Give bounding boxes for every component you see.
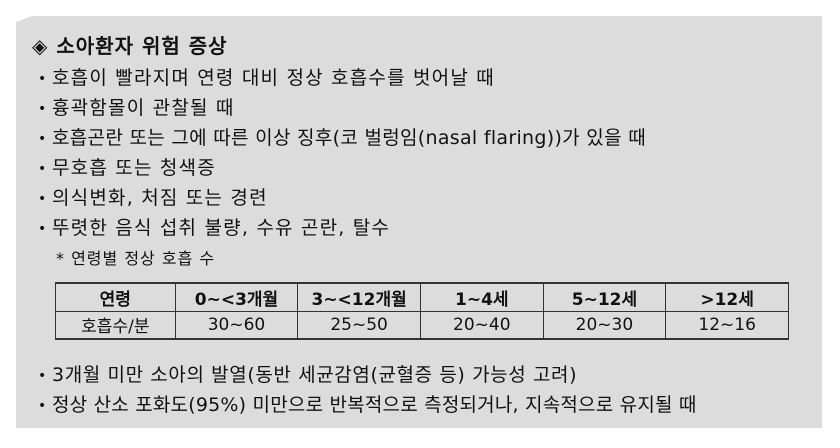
table-cell: 호흡수/분	[55, 310, 176, 340]
diamond-icon: ◈	[32, 34, 49, 58]
table-cell: 20~40	[419, 310, 544, 340]
bullet-text: 뚜렷한 음식 섭취 불량, 수유 곤란, 탈수	[52, 217, 391, 239]
section-title: ◈ 소아환자 위험 증상	[32, 30, 228, 59]
bullet-icon: •	[38, 190, 48, 207]
bullet-item: • 3개월 미만 소아의 발열(동반 세균감염(균혈증 등) 가능성 고려)	[38, 360, 577, 387]
respiratory-rate-table: 연령 0~<3개월 3~<12개월 1~4세 5~12세 >12세 호흡수/분 …	[55, 282, 789, 340]
bullet-icon: •	[38, 397, 48, 414]
content-panel	[16, 16, 822, 428]
bullet-item: • 흉곽함몰이 관찰될 때	[38, 93, 235, 120]
table-cell: 20~30	[542, 310, 667, 340]
bullet-text: 의식변화, 처짐 또는 경련	[52, 187, 268, 209]
header-cell: 연령	[55, 282, 176, 312]
bullet-item: • 호흡이 빨라지며 연령 대비 정상 호흡수를 벗어날 때	[38, 63, 495, 90]
bullet-icon: •	[38, 100, 48, 117]
bullet-text: 정상 산소 포화도(95%) 미만으로 반복적으로 측정되거나, 지속적으로 유…	[52, 394, 697, 416]
bullet-item: • 뚜렷한 음식 섭취 불량, 수유 곤란, 탈수	[38, 213, 390, 240]
bullet-icon: •	[38, 220, 48, 237]
header-cell: 3~<12개월	[297, 282, 421, 312]
bullet-icon: •	[38, 367, 48, 384]
bullet-text: 무호흡 또는 청색증	[52, 157, 216, 179]
bullet-text: 흉곽함몰이 관찰될 때	[52, 97, 235, 119]
title-text: 소아환자 위험 증상	[56, 34, 228, 58]
bullet-text: 호흡곤란 또는 그에 따른 이상 징후(코 벌렁임(nasal flaring)…	[52, 127, 646, 149]
header-cell: 5~12세	[542, 282, 667, 312]
bullet-item: • 호흡곤란 또는 그에 따른 이상 징후(코 벌렁임(nasal flaring…	[38, 123, 646, 150]
bullet-text: 호흡이 빨라지며 연령 대비 정상 호흡수를 벗어날 때	[52, 67, 495, 89]
bullet-item: • 의식변화, 처짐 또는 경련	[38, 183, 268, 210]
header-cell: 0~<3개월	[174, 282, 299, 312]
table-cell: 25~50	[297, 310, 421, 340]
header-cell: >12세	[665, 282, 789, 312]
table-cell: 12~16	[665, 310, 789, 340]
bullet-icon: •	[38, 160, 48, 177]
bullet-item: • 정상 산소 포화도(95%) 미만으로 반복적으로 측정되거나, 지속적으로 …	[38, 390, 697, 417]
bullet-icon: •	[38, 130, 48, 147]
bullet-text: 3개월 미만 소아의 발열(동반 세균감염(균혈증 등) 가능성 고려)	[52, 364, 578, 386]
table-note: * 연령별 정상 호흡 수	[56, 249, 216, 268]
header-cell: 1~4세	[419, 282, 544, 312]
table-header-row: 연령 0~<3개월 3~<12개월 1~4세 5~12세 >12세	[55, 282, 789, 312]
bullet-item: • 무호흡 또는 청색증	[38, 153, 216, 180]
bullet-icon: •	[38, 70, 48, 87]
table-cell: 30~60	[174, 310, 299, 340]
table-row: 호흡수/분 30~60 25~50 20~40 20~30 12~16	[55, 310, 789, 340]
